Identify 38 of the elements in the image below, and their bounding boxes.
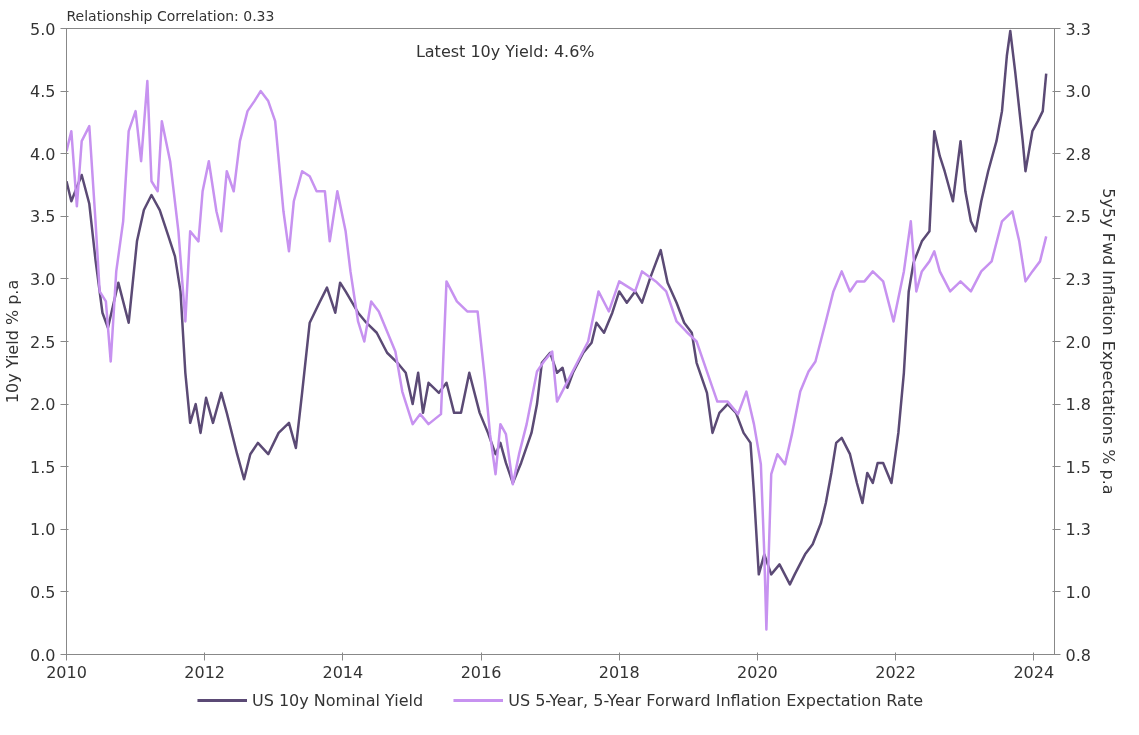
legend-label: US 10y Nominal Yield [251,690,424,710]
x-tick-label: 2014 [322,662,364,682]
x-tick-label: 2018 [598,662,640,682]
y-tick-label: 3.5 [30,207,56,227]
y2-tick-label: 2.0 [1065,332,1091,352]
y2-tick-label: 1.5 [1065,457,1091,477]
y-tick-label: 4.0 [30,144,56,164]
y-tick-label: 3.0 [30,269,56,289]
y2-axis-title: 5y5y Fwd Inflation Expectations % p.a [1098,188,1118,495]
y-tick-label: 4.5 [30,82,56,102]
x-tick-label: 2020 [737,662,778,682]
y-tick-label: 1.5 [30,457,56,477]
y-tick-label: 2.5 [30,332,56,352]
x-tick-label: 2022 [875,662,916,682]
y2-tick-label: 1.0 [1065,582,1091,602]
y2-tick-label: 2.8 [1065,144,1091,164]
y-tick-label: 5.0 [30,19,56,39]
chart-title: Relationship Correlation: 0.33 [66,7,275,24]
line-series [66,79,1048,631]
y2-tick-label: 3.0 [1065,82,1091,102]
legend-label: US 5-Year, 5-Year Forward Inflation Expectation Rate [508,690,924,710]
y2-tick-label: 1.8 [1065,395,1091,415]
y2-tick-label: 3.3 [1065,19,1091,39]
y-axis-title: 10y Yield % p.a [3,279,23,404]
x-tick-label: 2010 [46,662,87,682]
line-series [66,29,1048,586]
y2-tick-label: 2.5 [1065,207,1091,227]
y2-tick-label: 0.8 [1065,645,1091,665]
x-tick-label: 2012 [184,662,226,682]
y-tick-label: 0.0 [30,645,56,665]
annotation: Latest 10y Yield: 4.6% [415,41,595,61]
y-tick-label: 0.5 [30,582,56,602]
y2-tick-label: 2.3 [1065,269,1091,289]
y-tick-label: 1.0 [30,520,56,540]
y-tick-label: 2.0 [30,395,56,415]
x-tick-label: 2024 [1013,662,1055,682]
y2-tick-label: 1.3 [1065,520,1091,540]
x-tick-label: 2016 [460,662,502,682]
